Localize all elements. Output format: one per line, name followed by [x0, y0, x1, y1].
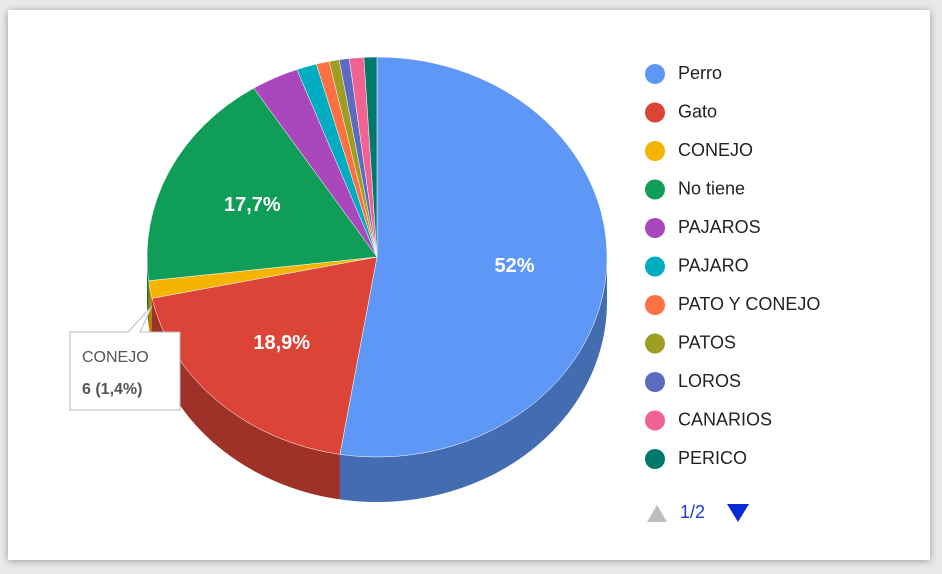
pie-side	[147, 257, 149, 326]
legend-swatch	[645, 333, 665, 354]
legend-swatch	[645, 102, 665, 123]
legend-label: PERICO	[678, 448, 747, 468]
legend-label: No tiene	[678, 178, 745, 198]
legend-swatch	[645, 64, 665, 84]
legend-swatch	[645, 218, 665, 238]
tooltip: CONEJO 6 (1,4%)	[69, 305, 181, 411]
pager: 1/2	[647, 502, 749, 522]
pie: 52% 18,9% 17,7%	[146, 56, 608, 502]
pie-side	[148, 280, 152, 344]
legend-label: PATO Y CONEJO	[678, 294, 820, 314]
legend-swatch	[645, 141, 665, 161]
page-up[interactable]	[647, 505, 667, 522]
tooltip-title: CONEJO	[82, 349, 149, 366]
pie-slice	[146, 87, 378, 282]
tooltip-box	[69, 305, 181, 411]
pie-slice	[151, 256, 378, 455]
legend-label: Gato	[678, 101, 717, 121]
tooltip-text: 6 (1,4%)	[82, 381, 142, 398]
legend-label: PAJARO	[678, 255, 749, 275]
legend-label: PAJAROS	[678, 217, 761, 237]
data-label: 18,9%	[253, 332, 310, 354]
page-down[interactable]	[727, 504, 749, 522]
legend-label: PATOS	[678, 332, 736, 352]
page-indicator: 1/2	[680, 502, 705, 522]
legend-swatch	[645, 179, 665, 200]
legend-label: CANARIOS	[678, 409, 772, 429]
legend-label: LOROS	[678, 371, 741, 391]
pie-side	[339, 257, 607, 502]
pie-side	[151, 298, 340, 500]
legend-swatch	[645, 410, 665, 431]
legend-swatch	[645, 372, 665, 392]
pie-slice	[339, 56, 608, 458]
pie-slice	[363, 56, 378, 258]
legend-label: Perro	[678, 63, 722, 83]
legend-swatch	[645, 295, 665, 315]
legend-label: CONEJO	[678, 140, 753, 160]
legend-swatch	[645, 449, 665, 469]
legend-swatch	[645, 256, 665, 277]
legend: Perro Gato CONEJO No tiene PAJAROS PAJARO PATO…	[645, 63, 820, 469]
data-label: 52%	[495, 255, 535, 277]
data-label: 17,7%	[224, 194, 281, 216]
